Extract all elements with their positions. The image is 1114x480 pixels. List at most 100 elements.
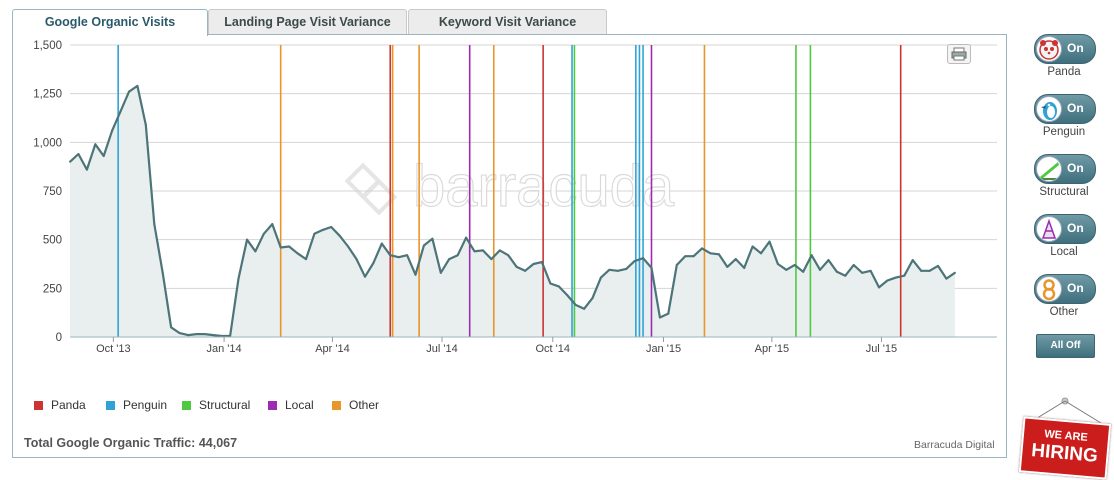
hiring-badge[interactable]: WE ARE HIRING [1017,396,1114,480]
x-tick-label: Apr '14 [315,343,350,355]
data-point [760,252,763,255]
data-point [330,226,333,229]
data-point [170,326,173,329]
data-point [827,259,830,262]
data-point [599,276,602,279]
area-layer [70,85,955,338]
toggle-other: On Other [1034,274,1096,318]
total-traffic-value: 44,067 [198,436,238,450]
data-point [111,129,114,132]
data-point [473,250,476,253]
data-point [102,154,105,157]
data-point [515,265,518,268]
event-lines [117,45,902,337]
data-point [810,254,813,257]
legend-item-penguin[interactable]: Penguin [106,398,167,412]
x-tick-label: Jan '14 [207,343,242,355]
tab-google-organic-visits[interactable]: Google Organic Visits [12,9,208,36]
legend-item-panda[interactable]: Panda [34,398,86,412]
data-point [237,277,240,280]
data-point [414,273,417,276]
data-point [937,264,940,267]
data-point [540,261,543,264]
local-icon [1036,216,1062,242]
toggle-structural-switch[interactable]: On [1034,154,1096,184]
legend-label-other: Other [349,398,380,412]
organic-visits-chart: barracuda 0 250 500 750 1,000 1,250 1,500 Oct '… [33,40,997,355]
data-point [422,244,425,247]
toggle-penguin-switch[interactable]: On [1034,94,1096,124]
legend-swatch-local [268,401,277,410]
toggle-penguin-state: On [1067,101,1084,115]
data-point [920,269,923,272]
data-point [844,274,847,277]
data-point [186,334,189,337]
toggle-panda-state: On [1067,41,1084,55]
data-point [894,276,897,279]
data-point [776,263,779,265]
other-icon [1036,276,1062,302]
toggle-penguin: On Penguin [1034,94,1096,138]
legend-swatch-structural [182,401,191,410]
data-point [212,334,215,337]
data-point [380,242,383,245]
data-point [768,240,771,243]
line-layer [69,84,956,338]
data-point [675,263,678,266]
toggle-panda-switch[interactable]: On [1034,34,1096,64]
data-point [262,232,265,235]
structural-icon [1036,156,1062,182]
legend-label-local: Local [285,398,314,412]
data-point [903,274,906,277]
data-point [507,254,510,257]
data-point [355,258,358,261]
data-point [633,260,636,263]
data-point [498,249,501,252]
x-tick-label: Oct '13 [96,343,131,355]
data-point [709,252,712,255]
data-point [203,333,206,336]
data-point [591,297,594,300]
data-point [869,269,872,272]
total-traffic-label: Total Google Organic Traffic: [24,436,196,450]
data-point [195,333,198,336]
data-point [406,254,409,257]
data-point [279,246,282,249]
legend-swatch-other [332,401,341,410]
panda-icon [1036,36,1062,62]
toggle-other-label: Other [1049,306,1079,318]
data-point [296,252,299,255]
data-point [136,84,139,87]
data-point [692,255,695,258]
toggle-penguin-label: Penguin [1042,126,1086,138]
all-off-button[interactable]: All Off [1036,334,1095,358]
data-point [321,228,324,231]
legend-label-panda: Panda [51,398,86,412]
legend-item-local[interactable]: Local [268,398,314,412]
data-point [658,316,661,319]
legend-label-structural: Structural [199,398,251,412]
data-point [642,257,645,260]
toggle-local-switch[interactable]: On [1034,214,1096,244]
data-point [878,286,881,289]
legend-item-structural[interactable]: Structural [182,398,250,412]
print-button[interactable] [947,44,971,64]
data-point [77,153,80,156]
data-point [69,160,71,163]
data-point [574,303,577,306]
tab-keyword-visit-variance[interactable]: Keyword Visit Variance [408,9,607,34]
data-point [566,294,569,297]
tab-landing-page-visit-variance[interactable]: Landing Page Visit Variance [208,9,407,34]
data-point [431,237,434,240]
x-tick-label: Jan '15 [646,343,681,355]
data-point [583,307,586,310]
toggle-local-state: On [1067,221,1084,235]
legend-item-other[interactable]: Other [332,398,379,412]
axes: 0 250 500 750 1,000 1,250 1,500 Oct '13 Jan '14 A… [33,40,997,355]
credit-text: Barracuda Digital [914,439,995,451]
data-point [347,245,350,248]
data-point [288,245,291,248]
data-point [928,269,931,272]
toggle-other-switch[interactable]: On [1034,274,1096,304]
data-point [743,266,746,269]
